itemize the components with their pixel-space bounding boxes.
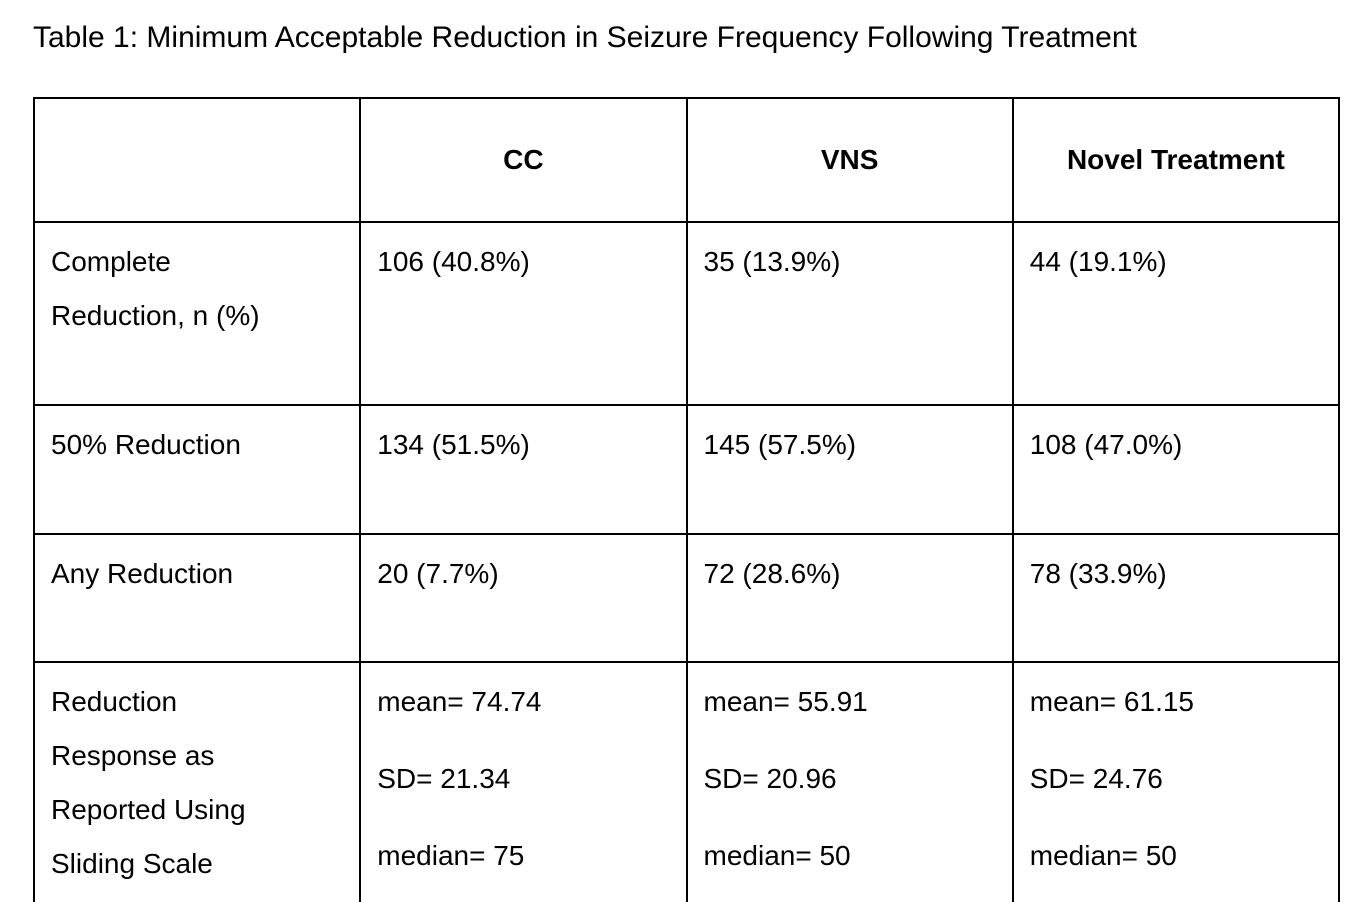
stat-sd: SD= 24.76: [1029, 763, 1163, 794]
header-cc: CC: [359, 97, 688, 223]
header-empty-cell: [32, 97, 362, 223]
row-label-cell: Any Reduction: [32, 533, 362, 663]
row-label-cell: Reduction Response as Reported Using Sli…: [32, 661, 362, 902]
cell-complete-cc: 106 (40.8%): [359, 221, 688, 406]
stat-mean: mean= 55.91: [703, 686, 868, 717]
row-label-cell: Complete Reduction, n (%): [32, 221, 362, 406]
header-row: CC VNS Novel Treatment: [32, 97, 1341, 223]
table-row: Complete Reduction, n (%) 106 (40.8%) 35…: [32, 221, 1341, 406]
stat-median: median= 50: [703, 840, 851, 871]
row-label-cell: 50% Reduction: [32, 404, 362, 535]
cell-any-vns: 72 (28.6%): [685, 533, 1014, 663]
cell-any-novel: 78 (33.9%): [1011, 533, 1341, 663]
stat-sd: SD= 20.96: [703, 763, 837, 794]
cell-fifty-vns: 145 (57.5%): [685, 404, 1014, 535]
table-row: 50% Reduction 134 (51.5%) 145 (57.5%) 10…: [32, 404, 1341, 535]
results-table: CC VNS Novel Treatment Complete Reductio…: [32, 97, 1341, 902]
cell-any-cc: 20 (7.7%): [359, 533, 688, 663]
cell-fifty-cc: 134 (51.5%): [359, 404, 688, 535]
cell-complete-novel: 44 (19.1%): [1011, 221, 1341, 406]
row-label: Complete Reduction, n (%): [51, 246, 260, 331]
table-row: Any Reduction 20 (7.7%) 72 (28.6%) 78 (3…: [32, 533, 1341, 663]
row-label: 50% Reduction: [51, 429, 241, 460]
stat-mean: mean= 61.15: [1029, 686, 1194, 717]
stat-sd: SD= 21.34: [377, 763, 511, 794]
stat-median: median= 75: [377, 840, 525, 871]
row-label: Reduction Response as Reported Using Sli…: [51, 686, 246, 879]
cell-complete-vns: 35 (13.9%): [685, 221, 1014, 406]
cell-fifty-novel: 108 (47.0%): [1011, 404, 1341, 535]
row-label: Any Reduction: [51, 558, 234, 589]
cell-sliding-cc: mean= 74.74 SD= 21.34 median= 75 IQR= [5…: [359, 661, 688, 902]
table-row: Reduction Response as Reported Using Sli…: [32, 661, 1341, 902]
stat-mean: mean= 74.74: [377, 686, 542, 717]
header-novel-treatment: Novel Treatment: [1011, 97, 1341, 223]
cell-sliding-vns: mean= 55.91 SD= 20.96 median= 50 IQR= [5…: [685, 661, 1014, 902]
stat-median: median= 50: [1029, 840, 1177, 871]
table-caption: Table 1: Minimum Acceptable Reduction in…: [33, 21, 1137, 54]
header-vns: VNS: [685, 97, 1014, 223]
cell-sliding-novel: mean= 61.15 SD= 24.76 median= 50 IQR= [5…: [1011, 661, 1341, 902]
